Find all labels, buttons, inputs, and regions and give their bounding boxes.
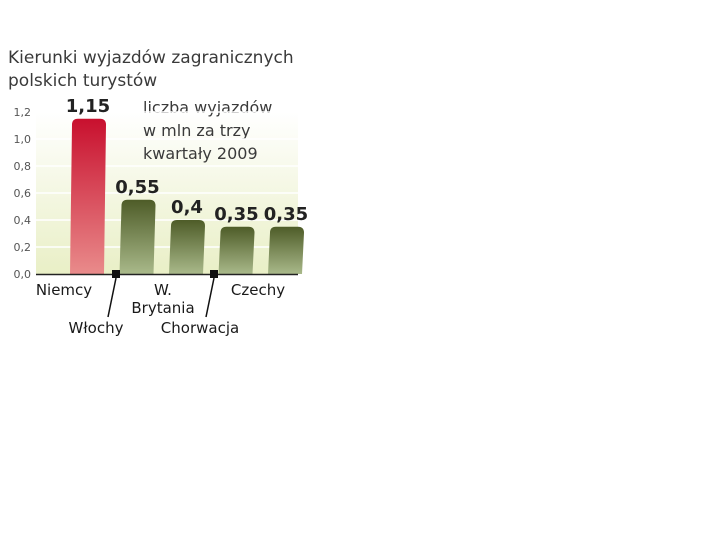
category-label-line: Włochy — [69, 319, 124, 337]
category-label: Chorwacja — [161, 319, 239, 337]
category-label-line: Chorwacja — [161, 319, 239, 337]
bars — [70, 118, 304, 274]
value-label: 0,55 — [115, 177, 159, 198]
category-label: W. Brytania — [131, 281, 194, 317]
y-axis-ticks: 0,0 0,2 0,4 0,6 0,8 1,0 1,2 — [14, 106, 32, 281]
y-tick-label: 0,2 — [14, 241, 32, 254]
y-tick-label: 0,6 — [14, 187, 32, 200]
category-label-line: Czechy — [231, 281, 285, 299]
y-tick-label: 0,8 — [14, 160, 32, 173]
y-tick-label: 0,4 — [14, 214, 32, 227]
category-label-line: Brytania — [131, 299, 194, 317]
category-labels: Niemcy Włochy W. Brytania Chorwacja Czechy — [36, 270, 285, 337]
chart-note-line-3: kwartały 2009 — [143, 144, 258, 163]
leader-marker — [112, 270, 120, 278]
value-label: 0,4 — [171, 197, 203, 218]
category-label-line: W. — [154, 281, 172, 299]
value-label: 0,35 — [214, 204, 258, 225]
leader-line — [205, 277, 215, 318]
bar-2 — [169, 220, 205, 274]
chart-title-line-2: polskich turystów — [8, 71, 157, 91]
bar-1 — [119, 199, 156, 274]
bar-3 — [218, 226, 255, 274]
value-label: 0,35 — [264, 204, 308, 225]
value-label: 1,15 — [66, 96, 110, 117]
bar-4 — [268, 226, 304, 274]
leader-marker — [210, 270, 218, 278]
bar-0 — [70, 118, 106, 274]
y-tick-label: 1,0 — [14, 133, 32, 146]
chart-note-line-1: liczba wyjazdów — [143, 98, 272, 117]
category-label: Niemcy — [36, 281, 92, 299]
category-label-line: Niemcy — [36, 281, 92, 299]
leader-line — [107, 277, 117, 318]
y-tick-label: 0,0 — [14, 268, 32, 281]
category-label: Włochy — [69, 319, 124, 337]
chart-note-line-2: w mln za trzy — [143, 121, 250, 140]
y-tick-label: 1,2 — [14, 106, 32, 119]
category-label: Czechy — [231, 281, 285, 299]
chart-title: Kierunki wyjazdów zagranicznych polskich… — [8, 48, 299, 91]
value-labels: 1,15 0,55 0,4 0,35 0,35 — [66, 96, 308, 225]
chart-title-line-1: Kierunki wyjazdów zagranicznych — [8, 48, 294, 68]
